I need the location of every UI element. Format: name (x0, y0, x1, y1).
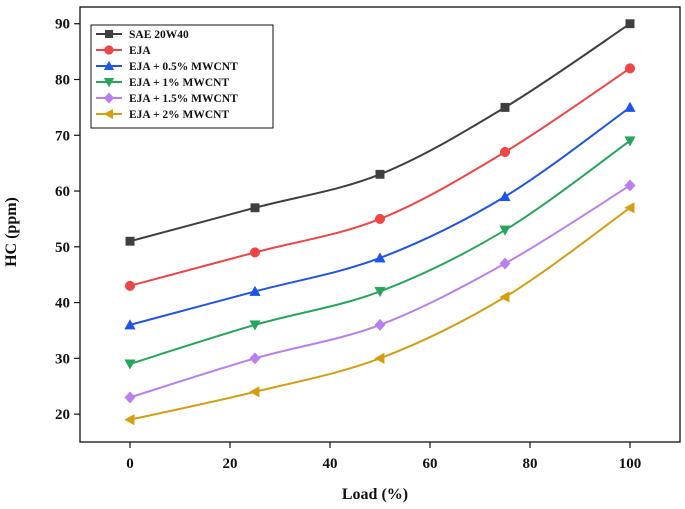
data-point (374, 352, 385, 364)
y-axis-title: HC (ppm) (3, 197, 20, 267)
data-point (250, 203, 260, 213)
legend-entry: SAE 20W40 (96, 29, 189, 41)
series-1 (124, 63, 636, 291)
legend-entry: EJA + 2% MWCNT (96, 108, 229, 121)
data-point (124, 359, 136, 370)
legend-box (90, 24, 274, 129)
data-point (374, 252, 386, 263)
plot-area-frame (79, 6, 681, 443)
y-tick-label: 30 (55, 351, 70, 367)
legend-marker (103, 92, 115, 104)
x-axis-title: Load (%) (342, 486, 408, 503)
data-point (374, 318, 386, 331)
data-point (500, 102, 510, 112)
x-tick-label: 0 (126, 456, 134, 472)
data-point (499, 225, 511, 236)
x-tick-label: 40 (323, 456, 338, 472)
legend-entry: EJA (96, 45, 151, 57)
data-point (499, 257, 511, 270)
y-tick-label: 50 (55, 240, 70, 256)
y-tick-label: 20 (55, 407, 70, 423)
series-2 (124, 101, 636, 330)
data-point (124, 280, 136, 291)
data-point (625, 19, 635, 29)
legend-label: SAE 20W40 (129, 29, 189, 41)
y-tick-label: 70 (55, 128, 70, 144)
data-point (375, 169, 385, 179)
legend-label: EJA + 1.5% MWCNT (129, 93, 238, 105)
y-tick-label: 40 (55, 296, 70, 312)
legend-marker (103, 60, 115, 71)
legend-label: EJA (129, 45, 151, 57)
series-line (129, 206, 631, 421)
data-point (249, 386, 260, 398)
legend-entry: EJA + 1.5% MWCNT (96, 92, 238, 105)
data-point (249, 247, 261, 258)
legend-marker (104, 29, 114, 39)
data-point (499, 146, 511, 158)
data-point (624, 179, 636, 192)
data-point (624, 202, 635, 214)
legend-marker (104, 45, 114, 55)
data-point (249, 320, 261, 331)
legend-label: EJA + 1% MWCNT (129, 77, 229, 89)
data-point (499, 291, 510, 303)
x-tick-label: 20 (223, 456, 238, 472)
x-tick-label: 100 (619, 456, 642, 472)
y-tick-label: 60 (55, 184, 70, 200)
legend-label: EJA + 0.5% MWCNT (129, 61, 238, 73)
data-point (124, 319, 136, 330)
data-point (249, 285, 261, 296)
data-point (499, 190, 511, 202)
data-point (124, 391, 136, 404)
data-point (624, 136, 636, 147)
data-point (125, 236, 135, 246)
y-tick-label: 80 (55, 73, 70, 89)
data-point (374, 213, 386, 224)
data-point (124, 414, 135, 426)
data-point (249, 352, 261, 365)
x-tick-label: 80 (523, 456, 538, 472)
data-point (624, 101, 636, 112)
y-tick-label: 90 (55, 17, 70, 33)
series-5 (124, 202, 635, 426)
series-0 (125, 19, 635, 246)
x-tick-label: 60 (423, 456, 438, 472)
data-point (374, 286, 386, 298)
legend-entry: EJA + 1% MWCNT (96, 77, 229, 89)
data-point (624, 63, 636, 74)
legend-label: EJA + 2% MWCNT (129, 109, 229, 121)
legend-marker (103, 108, 114, 120)
legend-entry: EJA + 0.5% MWCNT (96, 60, 238, 73)
series-3 (124, 136, 636, 370)
series-4 (124, 179, 636, 404)
legend-marker (103, 77, 115, 88)
